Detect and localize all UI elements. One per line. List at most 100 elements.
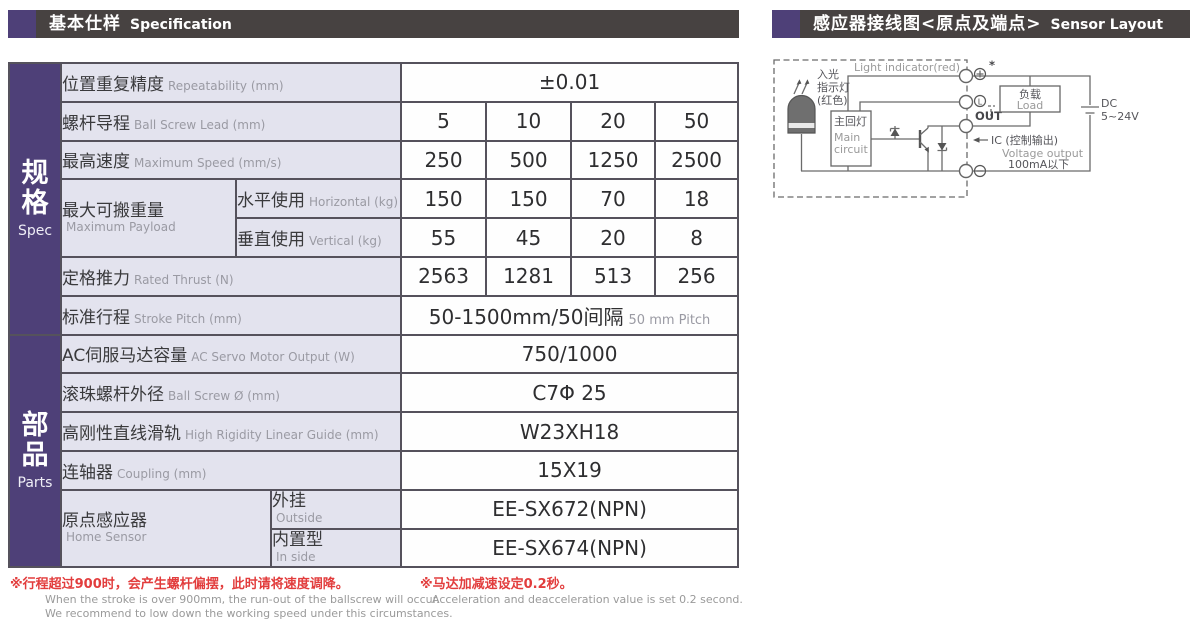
- wire: [847, 75, 959, 111]
- value-cell: 256: [654, 255, 740, 297]
- sensor-title-en: Sensor Layout: [1050, 17, 1164, 33]
- light-terminal-symbol-icon: L: [973, 94, 995, 116]
- table-row: 内置型 In side EE-SX674(NPN): [9, 527, 740, 569]
- incident-light-arrows-icon: [793, 79, 810, 95]
- indicator-label-zh: 指示灯: [817, 80, 850, 94]
- asterisk-mark: *: [989, 58, 995, 72]
- value-cell: 50-1500mm/50间隔 50 mm Pitch: [400, 294, 740, 336]
- svg-text:负载: 负载: [1019, 87, 1041, 101]
- footnote-acceleration-zh: ※马达加减速设定0.2秒。: [420, 577, 573, 592]
- purple-accent-square: [8, 10, 36, 38]
- svg-text:Load: Load: [1017, 99, 1043, 112]
- value-cell: 5: [400, 100, 488, 142]
- wire: [973, 112, 1031, 127]
- row-label-home-sensor: 原点感应器 Home Sensor: [60, 488, 272, 569]
- table-row: 垂直使用 Vertical (kg) 55 45 20 8: [9, 217, 740, 258]
- zener-diode-icon: [889, 126, 900, 139]
- dc-voltage-label: 5~24V: [1101, 110, 1139, 123]
- plus-symbol-icon: [973, 67, 987, 81]
- sidebar-group-spec: 规 格 Spec: [8, 62, 62, 336]
- table-row: 螺杆导程 Ball Screw Lead (mm) 5 10 20 50: [9, 100, 740, 142]
- terminal-light: [958, 94, 974, 110]
- sensor-header-bar: 感应器接线图<原点及端点> Sensor Layout: [800, 10, 1190, 38]
- terminal-out: [958, 118, 974, 134]
- value-cell: 8: [654, 217, 740, 258]
- value-cell: 20: [570, 217, 657, 258]
- value-cell: 2500: [654, 139, 740, 181]
- value-cell: 2563: [400, 255, 488, 297]
- value-cell: 50: [654, 100, 740, 142]
- value-cell: 20: [570, 100, 657, 142]
- wire: [973, 75, 1091, 105]
- table-row: 原点感应器 Home Sensor 外挂 Outside EE-SX672(NP…: [9, 488, 740, 569]
- incident-light-label: 入光: [817, 67, 839, 81]
- table-row: 标准行程 Stroke Pitch (mm) 50-1500mm/50间隔 50 m…: [9, 294, 740, 336]
- svg-text:circuit: circuit: [834, 143, 868, 156]
- value-cell: 70: [570, 178, 657, 220]
- table-row: 高刚性直线滑轨 High Rigidity Linear Guide (mm) W…: [9, 411, 740, 452]
- wire: [927, 125, 959, 128]
- group-char: 格: [21, 188, 49, 220]
- footnote-stroke-warning-en2: We recommend to low down the working spe…: [45, 607, 453, 620]
- row-label-ball-screw-dia: 滚珠螺杆外径 Ball Screw Ø (mm): [59, 372, 403, 414]
- dc-label: DC: [1101, 97, 1117, 110]
- zener-diode-icon: [937, 126, 948, 171]
- value-cell: 150: [400, 178, 488, 220]
- current-limit-label: 100mA以下: [1008, 158, 1069, 171]
- value-cell: 500: [485, 139, 573, 181]
- value-cell: 15X19: [400, 449, 740, 491]
- terminal-plus: [958, 68, 974, 84]
- sensor-wiring-diagram: 入光 指示灯 (红色) Light indicator(red) 主回灯 Mai…: [773, 58, 1139, 198]
- value-cell: 55: [400, 217, 488, 258]
- value-cell: 150: [485, 178, 573, 220]
- wire: [859, 101, 959, 111]
- wire: [973, 115, 1091, 172]
- group-label-en: Parts: [17, 474, 53, 491]
- voltage-output-label: Voltage output: [1002, 147, 1084, 160]
- spec-table: 规 格 Spec 位置重复精度 Repeatability (mm) ±0.01 …: [8, 62, 740, 569]
- sensor-section-header: 感应器接线图<原点及端点> Sensor Layout: [772, 10, 1190, 38]
- value-cell: C7Φ 25: [400, 372, 740, 414]
- group-char: 品: [21, 440, 49, 472]
- row-label-sensor-outside: 外挂 Outside: [269, 488, 403, 530]
- value-cell: 1281: [485, 255, 573, 297]
- out-terminal-label: OUT: [975, 109, 1002, 123]
- sensor-title-zh: 感应器接线图<原点及端点>: [813, 14, 1042, 34]
- purple-accent-square: [772, 10, 800, 38]
- footnote-acceleration-en: Acceleration and deacceleration value is…: [432, 593, 743, 606]
- row-label-max-payload: 最大可搬重量 Maximum Payload: [60, 178, 237, 258]
- value-cell: 1250: [570, 139, 657, 181]
- minus-symbol-icon: [973, 164, 987, 178]
- indicator-color-label: (红色): [817, 93, 848, 107]
- transistor-icon: [918, 127, 929, 171]
- battery-icon: [1081, 106, 1099, 114]
- ic-arrow-icon: [973, 137, 988, 143]
- table-row: 连轴器 Coupling (mm) 15X19: [9, 449, 740, 491]
- footnote-stroke-warning-en1: When the stroke is over 900mm, the run-o…: [45, 593, 440, 606]
- value-cell: W23XH18: [400, 411, 740, 452]
- main-circuit-box: 主回灯 Main circuit: [830, 110, 872, 167]
- svg-text:主回灯: 主回灯: [834, 115, 867, 128]
- row-label-max-speed: 最高速度 Maximum Speed (mm/s): [59, 139, 403, 181]
- table-row: 最高速度 Maximum Speed (mm/s) 250 500 1250 25…: [9, 139, 740, 181]
- table-row: 规 格 Spec 位置重复精度 Repeatability (mm) ±0.01: [8, 62, 740, 336]
- row-label-ball-screw-lead: 螺杆导程 Ball Screw Lead (mm): [59, 100, 403, 142]
- spec-title-zh: 基本仕样: [49, 14, 121, 34]
- value-cell: 513: [570, 255, 657, 297]
- group-char: 部: [21, 410, 49, 442]
- row-label-coupling: 连轴器 Coupling (mm): [59, 449, 403, 491]
- terminal-minus: [958, 163, 974, 179]
- value-cell: 250: [400, 139, 488, 181]
- row-label-stroke-pitch: 标准行程 Stroke Pitch (mm): [59, 294, 403, 336]
- row-label-linear-guide: 高刚性直线滑轨 High Rigidity Linear Guide (mm): [59, 411, 403, 452]
- light-indicator-label-en: Light indicator(red): [854, 61, 960, 74]
- table-row: 部 品 Parts AC伺服马达容量 AC Servo Motor Output …: [8, 333, 740, 569]
- value-cell: 45: [485, 217, 573, 258]
- load-box: 负载 Load: [999, 85, 1061, 113]
- row-label-payload-horizontal: 水平使用 Horizontal (kg): [234, 178, 403, 220]
- spec-title-en: Specification: [130, 17, 232, 33]
- row-label-payload-vertical: 垂直使用 Vertical (kg): [234, 217, 403, 258]
- table-row: 最大可搬重量 Maximum Payload 水平使用 Horizontal (k…: [9, 178, 740, 258]
- value-cell: 10: [485, 100, 573, 142]
- row-label-sensor-inside: 内置型 In side: [269, 527, 403, 569]
